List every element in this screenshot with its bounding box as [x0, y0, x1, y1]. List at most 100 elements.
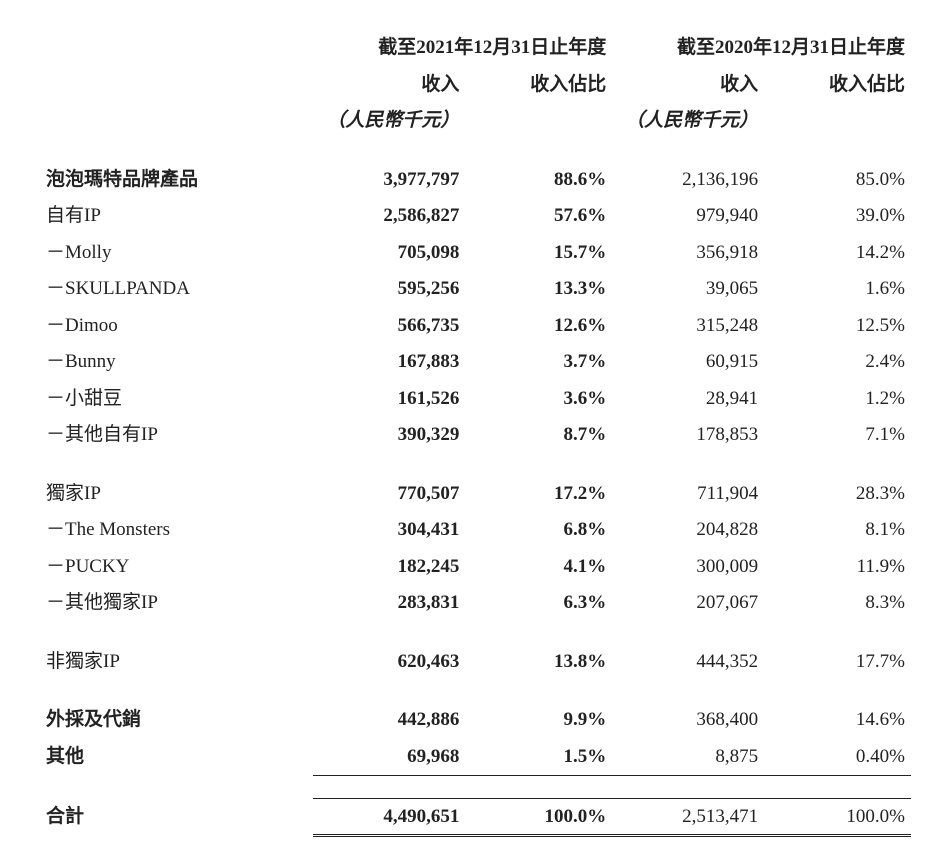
- p21-pucky: 4.1%: [465, 549, 612, 586]
- row-bunny: －Bunny 167,883 3.7% 60,915 2.4%: [40, 344, 911, 381]
- row-excl-ip: 獨家IP 770,507 17.2% 711,904 28.3%: [40, 476, 911, 513]
- v21-outsource: 442,886: [313, 702, 465, 739]
- v21-brand: 3,977,797: [313, 162, 465, 199]
- row-other-excl: －其他獨家IP 283,831 6.3% 207,067 8.3%: [40, 585, 911, 622]
- row-outsource: 外採及代銷 442,886 9.9% 368,400 14.6%: [40, 702, 911, 739]
- p20-own-ip: 39.0%: [764, 198, 911, 235]
- header-unit-2020: （人民幣千元）: [612, 103, 764, 140]
- row-own-ip: 自有IP 2,586,827 57.6% 979,940 39.0%: [40, 198, 911, 235]
- label-pucky: －PUCKY: [40, 549, 313, 586]
- row-molly: －Molly 705,098 15.7% 356,918 14.2%: [40, 235, 911, 272]
- p21-sweetbean: 3.6%: [465, 381, 612, 418]
- p21-monsters: 6.8%: [465, 512, 612, 549]
- v20-other-own: 178,853: [612, 417, 764, 454]
- p20-nonexcl: 17.7%: [764, 644, 911, 681]
- v21-skullpanda: 595,256: [313, 271, 465, 308]
- v20-other: 8,875: [612, 739, 764, 776]
- v20-outsource: 368,400: [612, 702, 764, 739]
- v21-sweetbean: 161,526: [313, 381, 465, 418]
- label-bunny: －Bunny: [40, 344, 313, 381]
- v20-excl-ip: 711,904: [612, 476, 764, 513]
- v20-brand: 2,136,196: [612, 162, 764, 199]
- p20-other-own: 7.1%: [764, 417, 911, 454]
- v20-dimoo: 315,248: [612, 308, 764, 345]
- v21-other: 69,968: [313, 739, 465, 776]
- row-brand: 泡泡瑪特品牌產品 3,977,797 88.6% 2,136,196 85.0%: [40, 162, 911, 199]
- p20-pucky: 11.9%: [764, 549, 911, 586]
- p20-other: 0.40%: [764, 739, 911, 776]
- p21-dimoo: 12.6%: [465, 308, 612, 345]
- header-sub-row: 收入 收入佔比 收入 收入佔比: [40, 67, 911, 104]
- v21-other-own: 390,329: [313, 417, 465, 454]
- p20-brand: 85.0%: [764, 162, 911, 199]
- p20-molly: 14.2%: [764, 235, 911, 272]
- label-outsource: 外採及代銷: [40, 702, 313, 739]
- label-molly: －Molly: [40, 235, 313, 272]
- v21-bunny: 167,883: [313, 344, 465, 381]
- row-dimoo: －Dimoo 566,735 12.6% 315,248 12.5%: [40, 308, 911, 345]
- v21-monsters: 304,431: [313, 512, 465, 549]
- p21-total: 100.0%: [465, 799, 612, 836]
- v20-skullpanda: 39,065: [612, 271, 764, 308]
- p21-nonexcl: 13.8%: [465, 644, 612, 681]
- row-sweetbean: －小甜豆 161,526 3.6% 28,941 1.2%: [40, 381, 911, 418]
- p21-excl-ip: 17.2%: [465, 476, 612, 513]
- v21-molly: 705,098: [313, 235, 465, 272]
- p21-brand: 88.6%: [465, 162, 612, 199]
- p20-sweetbean: 1.2%: [764, 381, 911, 418]
- v20-sweetbean: 28,941: [612, 381, 764, 418]
- p20-dimoo: 12.5%: [764, 308, 911, 345]
- label-brand: 泡泡瑪特品牌產品: [40, 162, 313, 199]
- p20-monsters: 8.1%: [764, 512, 911, 549]
- label-other-excl: －其他獨家IP: [40, 585, 313, 622]
- v21-dimoo: 566,735: [313, 308, 465, 345]
- v20-monsters: 204,828: [612, 512, 764, 549]
- v21-other-excl: 283,831: [313, 585, 465, 622]
- row-other: 其他 69,968 1.5% 8,875 0.40%: [40, 739, 911, 776]
- v20-nonexcl: 444,352: [612, 644, 764, 681]
- p21-molly: 15.7%: [465, 235, 612, 272]
- row-total: 合計 4,490,651 100.0% 2,513,471 100.0%: [40, 799, 911, 836]
- row-other-own: －其他自有IP 390,329 8.7% 178,853 7.1%: [40, 417, 911, 454]
- header-unit-row: （人民幣千元） （人民幣千元）: [40, 103, 911, 140]
- p21-other-excl: 6.3%: [465, 585, 612, 622]
- p21-bunny: 3.7%: [465, 344, 612, 381]
- v21-nonexcl: 620,463: [313, 644, 465, 681]
- label-monsters: －The Monsters: [40, 512, 313, 549]
- p21-own-ip: 57.6%: [465, 198, 612, 235]
- header-revenue-2020: 收入: [612, 67, 764, 104]
- label-total: 合計: [40, 799, 313, 836]
- p21-skullpanda: 13.3%: [465, 271, 612, 308]
- v21-total: 4,490,651: [313, 799, 465, 836]
- revenue-table: 截至2021年12月31日止年度 截至2020年12月31日止年度 收入 收入佔…: [40, 30, 911, 837]
- label-dimoo: －Dimoo: [40, 308, 313, 345]
- row-pucky: －PUCKY 182,245 4.1% 300,009 11.9%: [40, 549, 911, 586]
- p20-outsource: 14.6%: [764, 702, 911, 739]
- v20-molly: 356,918: [612, 235, 764, 272]
- v20-own-ip: 979,940: [612, 198, 764, 235]
- v21-excl-ip: 770,507: [313, 476, 465, 513]
- v20-bunny: 60,915: [612, 344, 764, 381]
- header-revenue-pct-2021: 收入佔比: [465, 67, 612, 104]
- header-period-2020: 截至2020年12月31日止年度: [612, 30, 911, 67]
- label-other: 其他: [40, 739, 313, 776]
- v20-pucky: 300,009: [612, 549, 764, 586]
- row-skullpanda: －SKULLPANDA 595,256 13.3% 39,065 1.6%: [40, 271, 911, 308]
- p20-skullpanda: 1.6%: [764, 271, 911, 308]
- p20-bunny: 2.4%: [764, 344, 911, 381]
- p21-other-own: 8.7%: [465, 417, 612, 454]
- label-other-own: －其他自有IP: [40, 417, 313, 454]
- label-excl-ip: 獨家IP: [40, 476, 313, 513]
- header-revenue-pct-2020: 收入佔比: [764, 67, 911, 104]
- v21-pucky: 182,245: [313, 549, 465, 586]
- header-revenue-2021: 收入: [313, 67, 465, 104]
- label-nonexcl: 非獨家IP: [40, 644, 313, 681]
- label-skullpanda: －SKULLPANDA: [40, 271, 313, 308]
- label-own-ip: 自有IP: [40, 198, 313, 235]
- p20-total: 100.0%: [764, 799, 911, 836]
- row-monsters: －The Monsters 304,431 6.8% 204,828 8.1%: [40, 512, 911, 549]
- p20-excl-ip: 28.3%: [764, 476, 911, 513]
- header-unit-2021: （人民幣千元）: [313, 103, 465, 140]
- p21-other: 1.5%: [465, 739, 612, 776]
- v20-total: 2,513,471: [612, 799, 764, 836]
